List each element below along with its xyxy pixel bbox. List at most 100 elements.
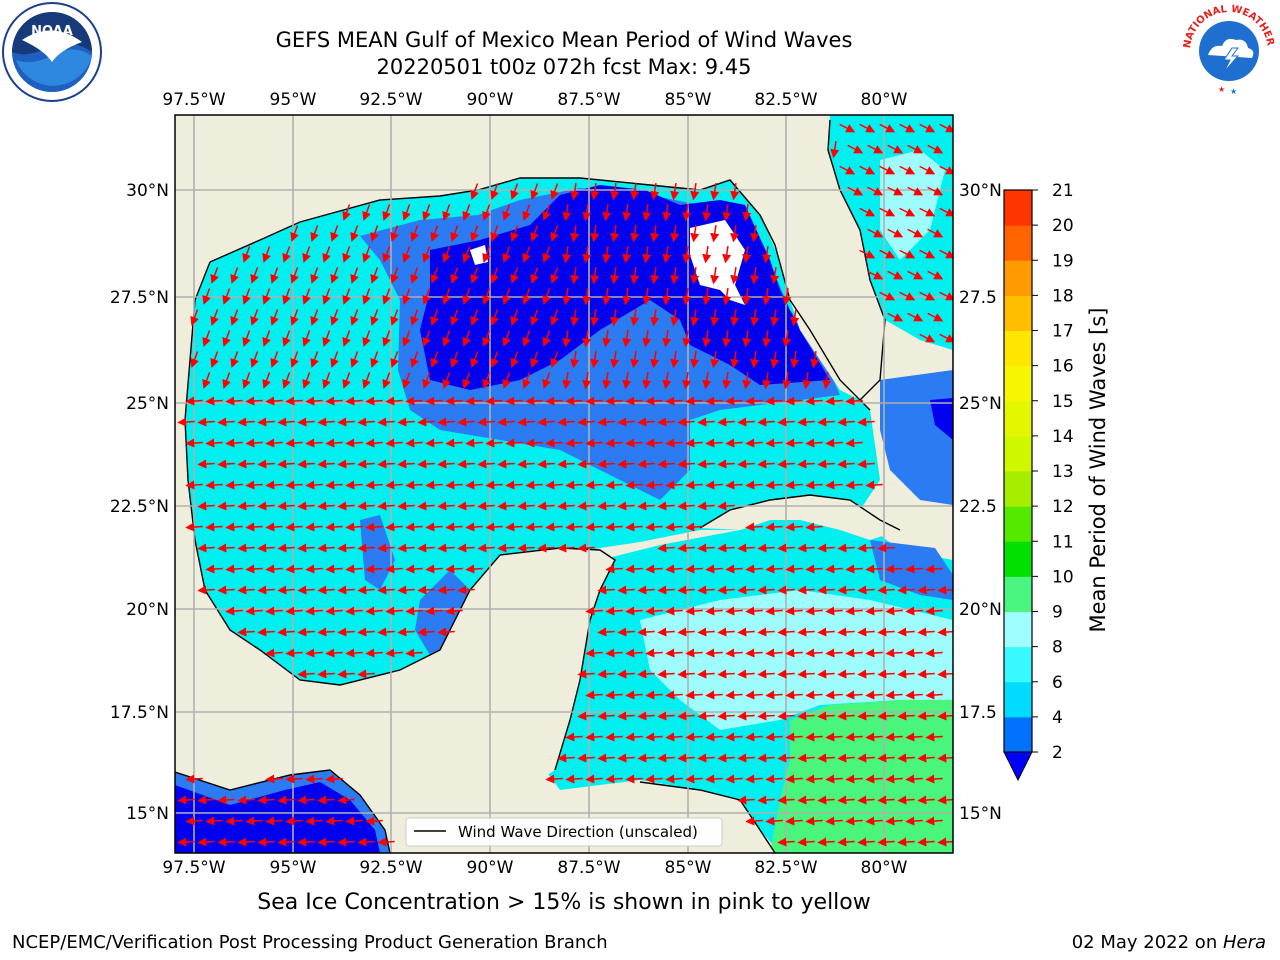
wave-arrow [657, 669, 675, 679]
wave-arrow [197, 585, 215, 595]
wave-arrow [285, 816, 303, 826]
wave-arrow [185, 816, 203, 826]
wave-arrow [797, 753, 815, 763]
wave-arrow [245, 606, 263, 616]
wave-arrow [490, 183, 499, 200]
wave-arrow [610, 182, 620, 201]
coastline-florida [827, 119, 886, 401]
lat-tick-right: 15°N [959, 804, 1002, 824]
bahamas-deep [930, 398, 953, 440]
wave-arrow [730, 308, 740, 327]
wave-arrow [445, 396, 463, 406]
wave-arrow [697, 711, 715, 721]
wave-arrow [237, 459, 255, 469]
lon-tick-top: 82.5°W [754, 90, 817, 110]
wave-arrow [650, 350, 660, 369]
wave-arrow [745, 774, 763, 784]
wave-arrow [859, 165, 876, 175]
wave-arrow [585, 648, 603, 658]
wave-arrow [765, 564, 783, 574]
lon-tick-bottom: 80°W [861, 858, 908, 878]
wave-arrow [677, 417, 695, 427]
wave-arrow [702, 287, 712, 306]
wave-arrow [370, 267, 379, 284]
wave-arrow [837, 417, 855, 427]
wave-arrow [757, 543, 775, 553]
wave-arrow [625, 774, 643, 784]
wave-arrow [565, 396, 583, 406]
wave-arrow [730, 182, 740, 201]
wave-arrow [917, 837, 935, 847]
colorbar-swatch [1004, 471, 1032, 507]
wave-arrow [685, 648, 703, 658]
wave-arrow [865, 732, 883, 742]
wave-arrow [357, 627, 375, 637]
wave-arrow [825, 648, 843, 658]
wave-arrow [577, 711, 595, 721]
wave-arrow [462, 330, 471, 347]
wave-arrow [645, 690, 663, 700]
wave-arrow [865, 648, 883, 658]
wave-arrow [919, 165, 936, 175]
wave-arrow [225, 396, 243, 406]
wave-arrow [817, 753, 835, 763]
chart-title: GEFS MEAN Gulf of Mexico Mean Period of … [275, 28, 853, 52]
wave-arrow [290, 225, 299, 242]
wave-arrow [285, 606, 303, 616]
wave-arrow [442, 204, 451, 221]
wave-arrow [670, 224, 680, 243]
wave-arrow [877, 837, 895, 847]
tick-labels: 97.5°W 97.5°W 95°W 95°W 92.5°W 92.5°W 90°W 90°W… [110, 90, 1002, 878]
wave-arrow [805, 480, 823, 490]
wave-arrow [230, 309, 239, 326]
wave-arrow [879, 165, 896, 175]
colorbar-swatch [1004, 260, 1032, 296]
wave-arrow [530, 267, 539, 284]
wave-arrow [485, 396, 503, 406]
wave-arrow [777, 417, 795, 427]
wave-arrow [917, 711, 935, 721]
wave-arrow [377, 501, 395, 511]
colorbar-swatch [1004, 295, 1032, 331]
wave-arrow [585, 480, 603, 490]
wave-arrow [899, 291, 916, 301]
wave-arrow [270, 351, 279, 368]
wave-arrow [297, 417, 315, 427]
wave-arrow [197, 795, 215, 805]
wave-arrow [557, 543, 575, 553]
wave-arrow [797, 669, 815, 679]
wave-arrow [450, 351, 459, 368]
wave-arrow [430, 225, 439, 242]
wave-arrow [325, 648, 343, 658]
wave-arrow [885, 774, 903, 784]
wave-arrow [317, 627, 335, 637]
wave-arrow [282, 246, 291, 263]
wave-arrow [362, 372, 371, 389]
wave-arrow [197, 543, 215, 553]
wave-arrow [925, 732, 943, 742]
colorbar-swatch [1004, 611, 1032, 648]
wave-arrow [485, 522, 503, 532]
wave-arrow [785, 648, 803, 658]
wave-arrow [777, 753, 795, 763]
wave-arrow [305, 648, 323, 658]
wave-arrow [505, 480, 523, 490]
wave-arrow [705, 438, 723, 448]
wave-arrow [422, 288, 431, 305]
wave-arrow [450, 267, 459, 284]
wave-arrow [525, 522, 543, 532]
wave-arrow [630, 350, 640, 369]
wave-arrow [385, 606, 403, 616]
wave-arrow [402, 330, 411, 347]
wave-arrow [847, 144, 864, 154]
wave-arrow [185, 480, 203, 490]
wave-arrow [745, 522, 763, 532]
wave-arrow [410, 309, 419, 326]
wave-arrow [859, 123, 876, 133]
wave-arrow [257, 837, 275, 847]
wave-arrow [250, 351, 259, 368]
wave-arrow [550, 183, 559, 200]
wave-arrow [919, 207, 936, 217]
wave-arrow [690, 182, 700, 201]
wave-arrow [805, 564, 823, 574]
